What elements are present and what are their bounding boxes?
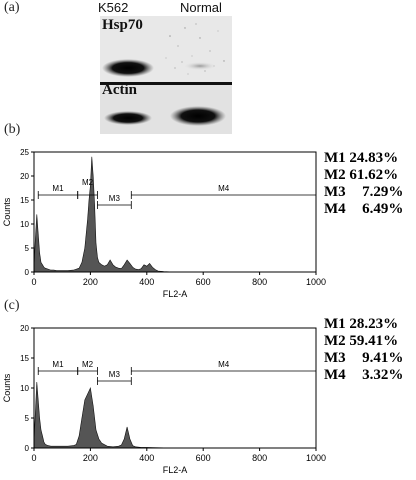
hsp70-band-normal (184, 62, 216, 70)
panel-c-label: (c) (4, 298, 20, 313)
x-tick-label: 0 (31, 277, 36, 287)
stat-row: M3 9.41% (324, 350, 403, 367)
y-tick-label: 5 (25, 414, 30, 423)
x-tick-label: 600 (196, 453, 211, 463)
stat-row: M4 6.49% (324, 201, 403, 218)
panel-a-label: (a) (4, 0, 20, 15)
stat-value: 9.41% (362, 350, 404, 366)
gate-label: M3 (109, 194, 121, 203)
y-tick-label: 10 (20, 220, 29, 229)
stats-b: M1 24.83% M2 61.62% M3 7.29% M4 6.49% (324, 150, 403, 218)
stat-value: 28.23% (349, 316, 399, 332)
x-tick-label: 600 (196, 277, 211, 287)
gate-label: M2 (82, 360, 94, 369)
stat-value: 61.62% (349, 167, 399, 183)
actin-band-normal (170, 106, 226, 126)
x-tick-label: 800 (252, 453, 267, 463)
y-tick-label: 25 (20, 148, 29, 157)
panel-b-label: (b) (4, 122, 21, 137)
x-tick-label: 1000 (306, 453, 326, 463)
protein-label-actin: Actin (102, 82, 137, 98)
western-blot-image (100, 16, 232, 134)
plot-frame (33, 151, 317, 273)
histogram-area (33, 156, 316, 273)
stat-value: 59.41% (349, 333, 399, 349)
stat-gate: M4 (324, 367, 346, 383)
y-tick-label: 5 (25, 244, 30, 253)
y-tick-label: 20 (20, 172, 29, 181)
lane-label-normal: Normal (180, 0, 222, 15)
stat-row: M1 24.83% (324, 150, 403, 167)
gate-label: M1 (52, 360, 64, 369)
stat-row: M4 3.32% (324, 367, 403, 384)
stat-gate: M4 (324, 201, 346, 217)
blot-divider (100, 82, 232, 85)
blot-speckles (165, 23, 225, 75)
x-axis-label: FL2-A (163, 465, 188, 475)
actin-band-k562 (104, 111, 152, 125)
y-axis-label: Counts (2, 197, 12, 226)
western-blot-svg (100, 16, 232, 134)
x-tick-label: 0 (31, 453, 36, 463)
flow-histogram-b: 0 5 10 15 20 25 0 200 400 600 800 1000 FL2-A Counts M1… (2, 148, 326, 299)
y-tick-label: 0 (25, 444, 30, 453)
stat-value: 6.49% (362, 201, 404, 217)
stat-gate: M1 (324, 150, 346, 166)
gate-label: M2 (82, 178, 94, 187)
stat-gate: M2 (324, 167, 346, 183)
gate-label: M3 (109, 370, 121, 379)
y-tick-label: 0 (25, 268, 30, 277)
stat-row: M3 7.29% (324, 184, 403, 201)
x-tick-label: 200 (83, 277, 98, 287)
stat-gate: M3 (324, 350, 346, 366)
lane-label-k562: K562 (98, 0, 129, 15)
stat-value: 3.32% (362, 367, 404, 383)
stat-row: M2 61.62% (324, 167, 403, 184)
x-tick-label: 800 (252, 277, 267, 287)
stat-value: 24.83% (349, 150, 399, 166)
protein-label-hsp70: Hsp70 (102, 17, 143, 33)
stat-gate: M1 (324, 316, 346, 332)
gate-label: M4 (218, 184, 230, 193)
stat-gate: M3 (324, 184, 346, 200)
histogram-area (33, 381, 316, 449)
stat-gate: M2 (324, 333, 346, 349)
gate-label: M1 (52, 184, 64, 193)
x-tick-label: 200 (83, 453, 98, 463)
y-tick-label: 20 (20, 324, 29, 333)
hsp70-band-k562 (102, 59, 154, 77)
gate-label: M4 (218, 360, 230, 369)
stat-row: M1 28.23% (324, 316, 403, 333)
stat-row: M2 59.41% (324, 333, 403, 350)
y-tick-label: 15 (20, 196, 29, 205)
plot-frame (33, 327, 317, 449)
y-tick-label: 10 (20, 384, 29, 393)
stat-value: 7.29% (362, 184, 404, 200)
x-axis-label: FL2-A (163, 289, 188, 299)
x-tick-label: 400 (139, 453, 154, 463)
y-tick-label: 15 (20, 354, 29, 363)
y-axis-label: Counts (2, 373, 12, 402)
x-tick-label: 1000 (306, 277, 326, 287)
stats-c: M1 28.23% M2 59.41% M3 9.41% M4 3.32% (324, 316, 403, 384)
x-tick-label: 400 (139, 277, 154, 287)
